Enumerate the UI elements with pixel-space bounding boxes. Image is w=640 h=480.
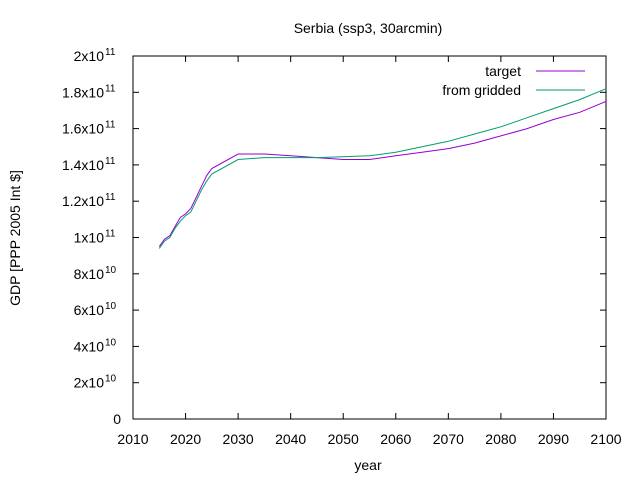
y-tick-mantissa: 0 <box>113 411 121 427</box>
x-tick-label: 2050 <box>328 431 359 447</box>
y-axis-label: GDP [PPP 2005 Int $] <box>7 170 23 306</box>
x-tick-label: 2100 <box>590 431 621 447</box>
x-tick-label: 2090 <box>538 431 569 447</box>
x-tick-label: 2080 <box>485 431 516 447</box>
legend-label: target <box>485 63 521 79</box>
y-tick-mantissa: 2x10 <box>74 375 105 391</box>
chart-title: Serbia (ssp3, 30arcmin) <box>294 20 443 36</box>
y-tick-label: 1.8x10 11 <box>62 83 116 100</box>
x-tick-label: 2030 <box>223 431 254 447</box>
y-tick-mantissa: 1.4x10 <box>62 157 104 173</box>
y-tick-label: 0 <box>113 411 121 427</box>
y-tick-label: 1.6x10 11 <box>62 120 116 137</box>
legend-label: from gridded <box>442 82 521 98</box>
y-tick-label: 2x10 11 <box>74 47 116 64</box>
y-tick-mantissa: 4x10 <box>74 338 105 354</box>
x-tick-label: 2020 <box>170 431 201 447</box>
plot-border <box>132 55 607 420</box>
y-tick-mantissa: 1x10 <box>74 230 105 246</box>
x-tick-label: 2010 <box>117 431 148 447</box>
y-tick-label: 1x10 11 <box>74 229 116 246</box>
y-tick-mantissa: 2x10 <box>74 48 105 64</box>
y-tick-exponent: 11 <box>105 229 116 240</box>
series-line-0 <box>158 100 607 247</box>
y-tick-label: 4x10 10 <box>74 337 117 354</box>
y-tick-exponent: 10 <box>105 374 117 385</box>
plot-axes: 2010 2020 2030 2040 2050 2060 2070 2080 2090 2100… <box>62 47 622 447</box>
series-line-1 <box>158 88 607 249</box>
y-tick-label: 6x10 10 <box>74 301 117 318</box>
y-tick-exponent: 10 <box>105 301 117 312</box>
y-tick-label: 8x10 10 <box>74 265 117 282</box>
x-tick-label: 2070 <box>433 431 464 447</box>
x-tick-label: 2040 <box>275 431 306 447</box>
y-tick-exponent: 11 <box>105 192 116 203</box>
y-tick-mantissa: 6x10 <box>74 302 105 318</box>
y-tick-exponent: 11 <box>105 83 116 94</box>
x-axis-label: year <box>354 457 382 473</box>
y-tick-mantissa: 1.8x10 <box>62 84 104 100</box>
series-layer <box>158 88 607 249</box>
x-tick-label: 2060 <box>380 431 411 447</box>
y-tick-mantissa: 8x10 <box>74 266 105 282</box>
y-tick-label: 2x10 10 <box>74 374 117 391</box>
y-tick-exponent: 11 <box>105 156 116 167</box>
y-tick-label: 1.2x10 11 <box>62 192 116 209</box>
y-tick-mantissa: 1.6x10 <box>62 121 104 137</box>
y-tick-exponent: 11 <box>105 47 116 58</box>
y-tick-label: 1.4x10 11 <box>62 156 116 173</box>
y-tick-exponent: 10 <box>105 265 117 276</box>
y-tick-exponent: 11 <box>105 120 116 131</box>
legend: target from gridded <box>442 63 585 98</box>
y-tick-mantissa: 1.2x10 <box>62 193 104 209</box>
y-tick-exponent: 10 <box>105 337 117 348</box>
